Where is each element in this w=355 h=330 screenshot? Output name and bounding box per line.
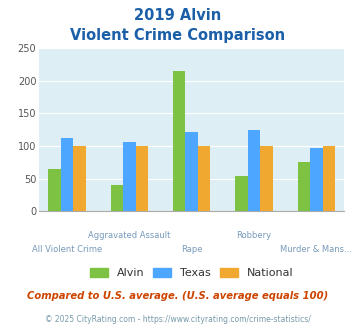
Bar — [136, 146, 148, 211]
Text: © 2025 CityRating.com - https://www.cityrating.com/crime-statistics/: © 2025 CityRating.com - https://www.city… — [45, 315, 310, 324]
Text: Murder & Mans...: Murder & Mans... — [280, 245, 352, 253]
Text: Robbery: Robbery — [236, 231, 272, 240]
Bar — [235, 176, 248, 211]
Text: 2019 Alvin: 2019 Alvin — [134, 8, 221, 23]
Bar — [123, 142, 136, 211]
Text: All Violent Crime: All Violent Crime — [32, 245, 102, 253]
Bar — [61, 138, 73, 211]
Bar — [260, 146, 273, 211]
Text: Rape: Rape — [181, 245, 202, 253]
Bar — [248, 130, 260, 211]
Bar — [310, 148, 323, 211]
Legend: Alvin, Texas, National: Alvin, Texas, National — [86, 263, 297, 282]
Bar — [173, 71, 185, 211]
Bar — [185, 132, 198, 211]
Bar — [111, 185, 123, 211]
Bar — [198, 146, 211, 211]
Text: Compared to U.S. average. (U.S. average equals 100): Compared to U.S. average. (U.S. average … — [27, 291, 328, 301]
Bar — [297, 162, 310, 211]
Bar — [323, 146, 335, 211]
Bar — [48, 169, 61, 211]
Bar — [73, 146, 86, 211]
Text: Aggravated Assault: Aggravated Assault — [88, 231, 171, 240]
Text: Violent Crime Comparison: Violent Crime Comparison — [70, 28, 285, 43]
